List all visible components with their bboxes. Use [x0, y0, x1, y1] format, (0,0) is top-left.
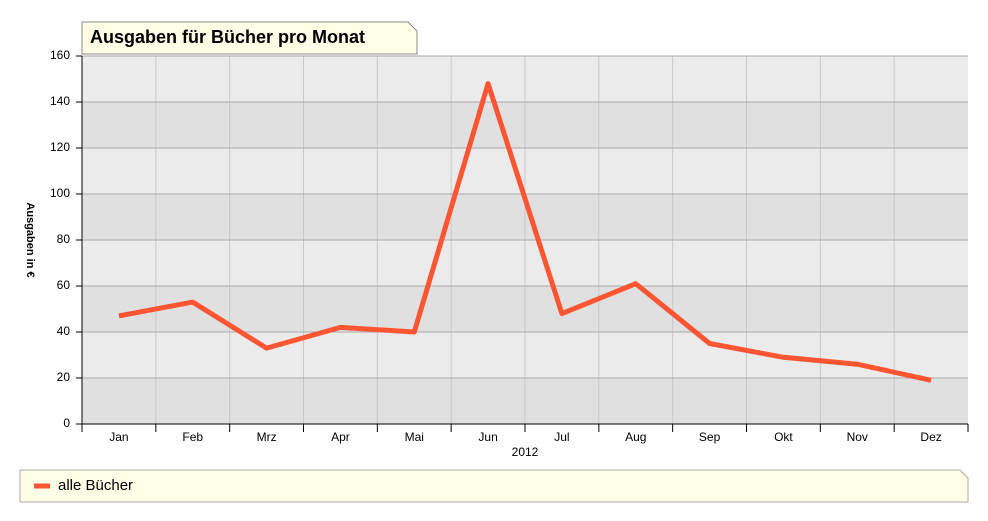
title-box [81, 21, 418, 55]
y-axis-label: Ausgaben in € [24, 202, 36, 277]
y-tick-label: 140 [50, 94, 70, 108]
legend-box [19, 469, 969, 503]
x-tick-label: Jun [478, 430, 497, 444]
x-tick-label: Dez [920, 430, 941, 444]
x-axis-label: 2012 [512, 445, 539, 459]
y-tick-label: 100 [50, 186, 70, 200]
y-tick-label: 160 [50, 48, 70, 62]
y-tick-label: 0 [63, 416, 70, 430]
y-tick-label: 60 [57, 278, 71, 292]
x-tick-label: Apr [331, 430, 350, 444]
chart-title: Ausgaben für Bücher pro Monat [90, 27, 365, 47]
x-tick-label: Jul [554, 430, 569, 444]
y-tick-label: 20 [57, 370, 71, 384]
series-line [118, 81, 932, 383]
y-tick-label: 120 [50, 140, 70, 154]
x-tick-label: Okt [774, 430, 793, 444]
x-tick-label: Feb [182, 430, 203, 444]
x-tick-label: Sep [699, 430, 721, 444]
x-tick-label: Jan [109, 430, 128, 444]
y-tick-label: 80 [57, 232, 71, 246]
x-tick-label: Mrz [257, 430, 277, 444]
x-tick-label: Aug [625, 430, 646, 444]
x-tick-label: Mai [405, 430, 424, 444]
x-tick-label: Nov [847, 430, 868, 444]
y-tick-label: 40 [57, 324, 71, 338]
legend-label: alle Bücher [58, 477, 133, 494]
